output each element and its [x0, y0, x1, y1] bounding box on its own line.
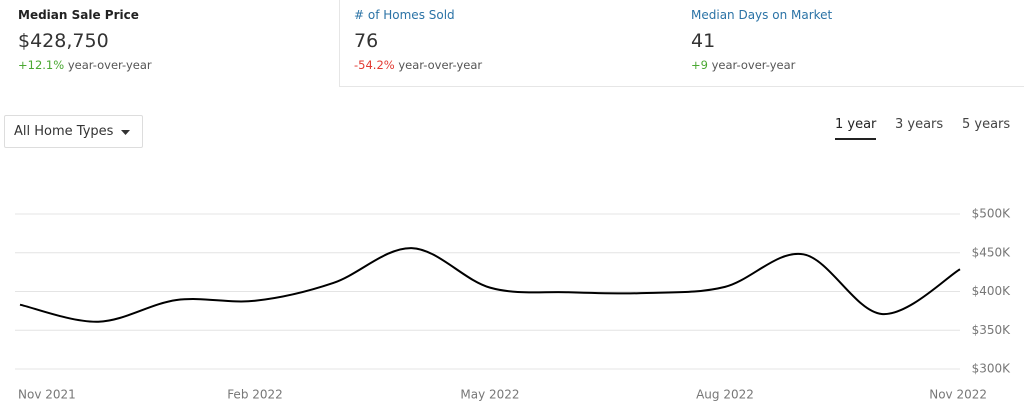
stat-value: 76 [354, 30, 379, 52]
stat-label: # of Homes Sold [354, 8, 455, 22]
range-button[interactable]: 1 year [835, 117, 877, 140]
stat-card[interactable]: # of Homes Sold 76 -54.2% year-over-year [340, 0, 676, 87]
y-tick-label: $500K [972, 207, 1012, 221]
stat-card[interactable]: Median Days on Market 41 +9 year-over-ye… [676, 0, 1024, 87]
x-tick-label: Nov 2022 [929, 388, 987, 402]
stat-change: +9 [691, 58, 708, 72]
stat-change-text: year-over-year [398, 58, 483, 72]
stat-label: Median Days on Market [691, 8, 833, 22]
stat-label: Median Sale Price [18, 8, 139, 22]
home-type-dropdown[interactable]: All Home Types [4, 115, 143, 148]
stat-cards: Median Sale Price $428,750 +12.1% year-o… [0, 0, 1024, 88]
x-tick-label: Aug 2022 [696, 388, 754, 402]
stat-value: 41 [691, 30, 716, 52]
x-tick-label: Nov 2021 [18, 388, 76, 402]
stat-change: -54.2% [354, 58, 395, 72]
range-button[interactable]: 5 years [962, 117, 1011, 132]
y-tick-label: $350K [972, 323, 1012, 337]
dropdown-arrow [121, 130, 130, 135]
y-tick-label: $450K [972, 245, 1012, 259]
x-tick-label: May 2022 [460, 388, 519, 402]
stat-change: +12.1% [18, 58, 65, 72]
range-button[interactable]: 3 years [895, 117, 944, 132]
x-tick-label: Feb 2022 [227, 388, 283, 402]
stat-change-text: year-over-year [711, 58, 796, 72]
y-tick-label: $300K [972, 362, 1012, 376]
y-tick-label: $400K [972, 284, 1012, 298]
dropdown-label: All Home Types [14, 124, 114, 139]
stat-change-text: year-over-year [67, 58, 152, 72]
price-line [19, 247, 961, 323]
stat-value: $428,750 [18, 30, 109, 52]
stat-card[interactable]: Median Sale Price $428,750 +12.1% year-o… [0, 0, 340, 87]
